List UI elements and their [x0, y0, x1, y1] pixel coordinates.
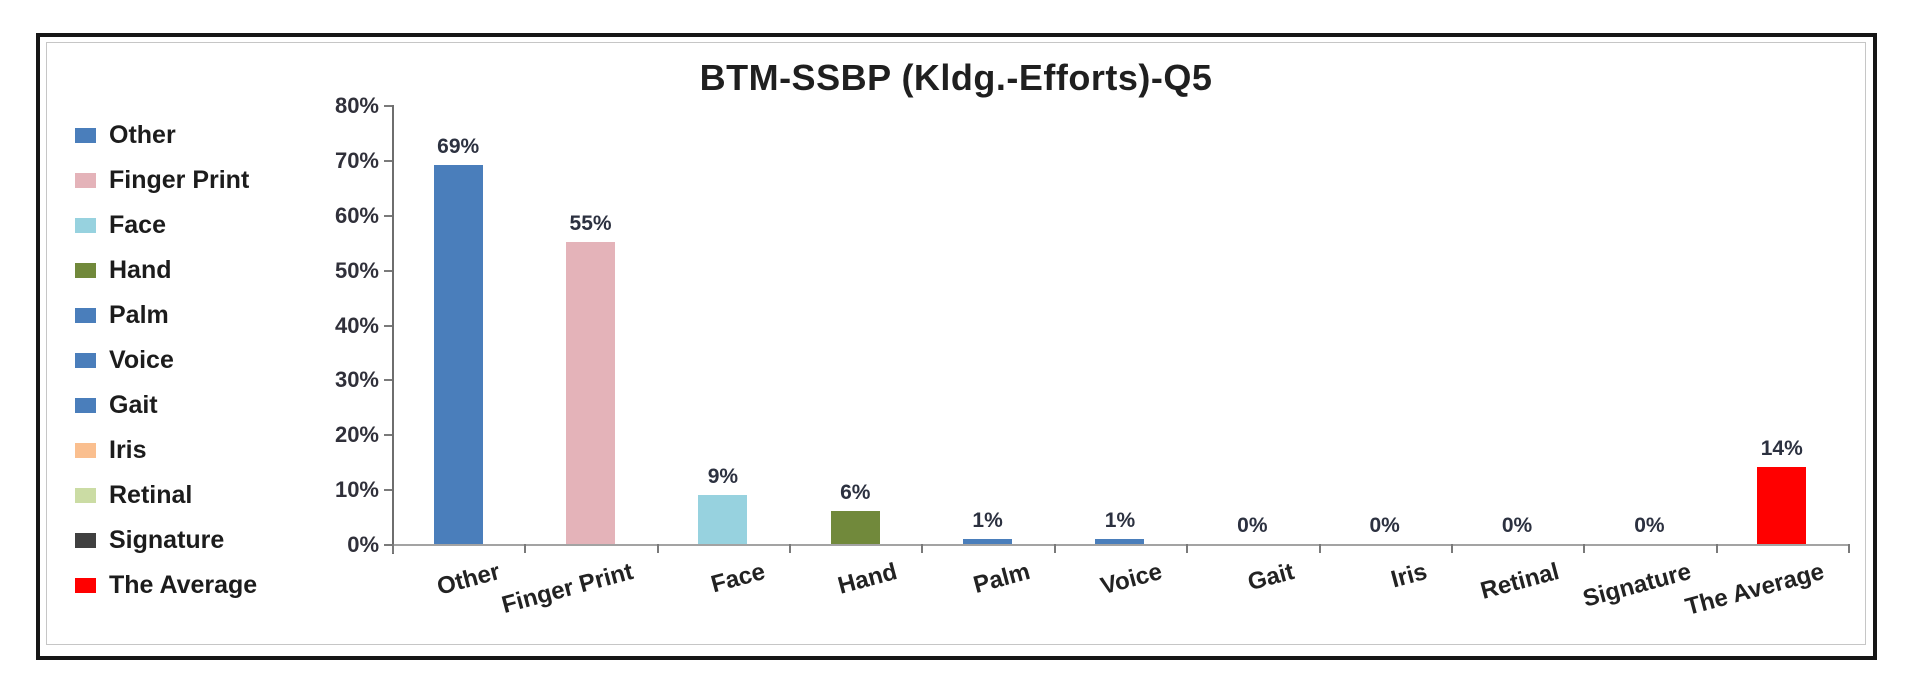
figure-frame: BTM-SSBP (Kldg.-Efforts)-Q5 Other Finger … [36, 33, 1877, 660]
legend-swatch-icon [75, 442, 96, 458]
x-axis-tick [1847, 544, 1850, 553]
legend-swatch-icon [75, 127, 96, 143]
bar-value-label: 0% [1501, 514, 1533, 537]
bar-hand [830, 511, 880, 544]
y-axis-tick [384, 544, 392, 546]
y-axis-tick [384, 379, 392, 382]
legend-swatch-icon [75, 532, 96, 548]
legend-label: Retinal [109, 480, 193, 509]
x-axis-tick [1053, 544, 1056, 553]
y-axis-tick-label: 10% [334, 477, 379, 503]
legend-label: Palm [109, 300, 169, 329]
legend-label: Voice [109, 345, 174, 374]
y-axis-tick-label: 30% [334, 367, 379, 393]
legend-item-gait: Gait [75, 390, 257, 420]
bar-chart: BTM-SSBP (Kldg.-Efforts)-Q5 Other Finger … [46, 42, 1866, 645]
bar-value-label: 14% [1760, 437, 1803, 460]
legend-label: Face [109, 210, 166, 239]
bar-value-label: 55% [569, 212, 612, 235]
y-axis-tick [384, 489, 392, 492]
y-axis-tick [384, 105, 392, 107]
legend-label: Gait [109, 390, 158, 419]
bar-other [433, 165, 483, 544]
legend-item-finger-print: Finger Print [75, 165, 257, 195]
y-axis-tick-label: 50% [334, 257, 379, 283]
legend-label: Finger Print [109, 165, 250, 194]
y-axis-tick [384, 269, 392, 272]
y-axis-tick-label: 40% [334, 312, 379, 338]
legend-item-iris: Iris [75, 435, 257, 465]
x-axis-tick [1715, 544, 1718, 553]
y-axis-tick-label: 20% [334, 422, 379, 448]
bar-finger-print [566, 242, 616, 544]
x-axis-tick [789, 544, 792, 553]
x-axis-tick [1450, 544, 1453, 553]
x-axis-tick [1318, 544, 1321, 553]
legend-item-hand: Hand [75, 255, 257, 285]
bar-the-average [1757, 467, 1807, 544]
bar-face [698, 495, 748, 544]
legend-label: Hand [109, 255, 172, 284]
y-axis-tick-label: 80% [334, 93, 379, 118]
x-axis-tick [524, 544, 527, 553]
bar-palm [963, 539, 1013, 544]
x-axis-tick [1186, 544, 1189, 553]
legend-item-retinal: Retinal [75, 480, 257, 510]
x-axis-tick [656, 544, 659, 553]
legend-swatch-icon [75, 352, 96, 368]
y-axis-tick [384, 434, 392, 437]
legend-item-the-average: The Average [75, 570, 257, 600]
legend-swatch-icon [75, 262, 96, 278]
legend-label: Signature [109, 525, 225, 554]
bar-value-label: 9% [707, 465, 739, 488]
bar-value-label: 6% [840, 481, 871, 504]
legend-item-palm: Palm [75, 300, 257, 330]
legend-label: Iris [109, 435, 147, 464]
legend-item-voice: Voice [75, 345, 257, 375]
y-axis-tick-label: 70% [334, 147, 379, 173]
y-axis-tick-label: 60% [334, 202, 379, 228]
legend-swatch-icon [75, 172, 96, 188]
legend-swatch-icon [75, 577, 96, 593]
y-axis-tick [384, 214, 392, 217]
chart-title: BTM-SSBP (Kldg.-Efforts)-Q5 [699, 57, 1213, 98]
x-axis-tick [1583, 544, 1586, 553]
y-axis-tick [384, 159, 392, 162]
y-axis-tick [384, 324, 392, 327]
y-axis-tick-label: 0% [347, 532, 379, 557]
legend-item-other: Other [75, 120, 257, 150]
legend-label: The Average [109, 570, 258, 599]
legend-label: Other [109, 120, 176, 149]
bar-value-label: 0% [1634, 514, 1665, 537]
plot-area: 0% 10% 20% 30% 40% 50% 60% 70% 80% 69% Other 55% Fin… [47, 43, 1865, 644]
legend-item-face: Face [75, 210, 257, 240]
legend-swatch-icon [75, 217, 96, 233]
bar-value-label: 0% [1369, 514, 1400, 537]
legend-item-signature: Signature [75, 525, 257, 555]
chart-legend: Other Finger Print Face Hand Palm Voice Gait Ir… [75, 120, 257, 615]
bar-value-label: 1% [1104, 509, 1136, 532]
legend-swatch-icon [75, 487, 96, 503]
bar-value-label: 1% [972, 509, 1003, 532]
bar-value-label: 0% [1237, 514, 1268, 537]
x-axis-tick [921, 544, 924, 553]
legend-swatch-icon [75, 307, 96, 323]
x-axis-tick [392, 544, 394, 553]
legend-swatch-icon [75, 397, 96, 413]
bar-value-label: 69% [437, 135, 480, 158]
y-axis-line [392, 105, 394, 554]
x-axis-line [392, 544, 1848, 546]
bar-voice [1095, 539, 1145, 544]
